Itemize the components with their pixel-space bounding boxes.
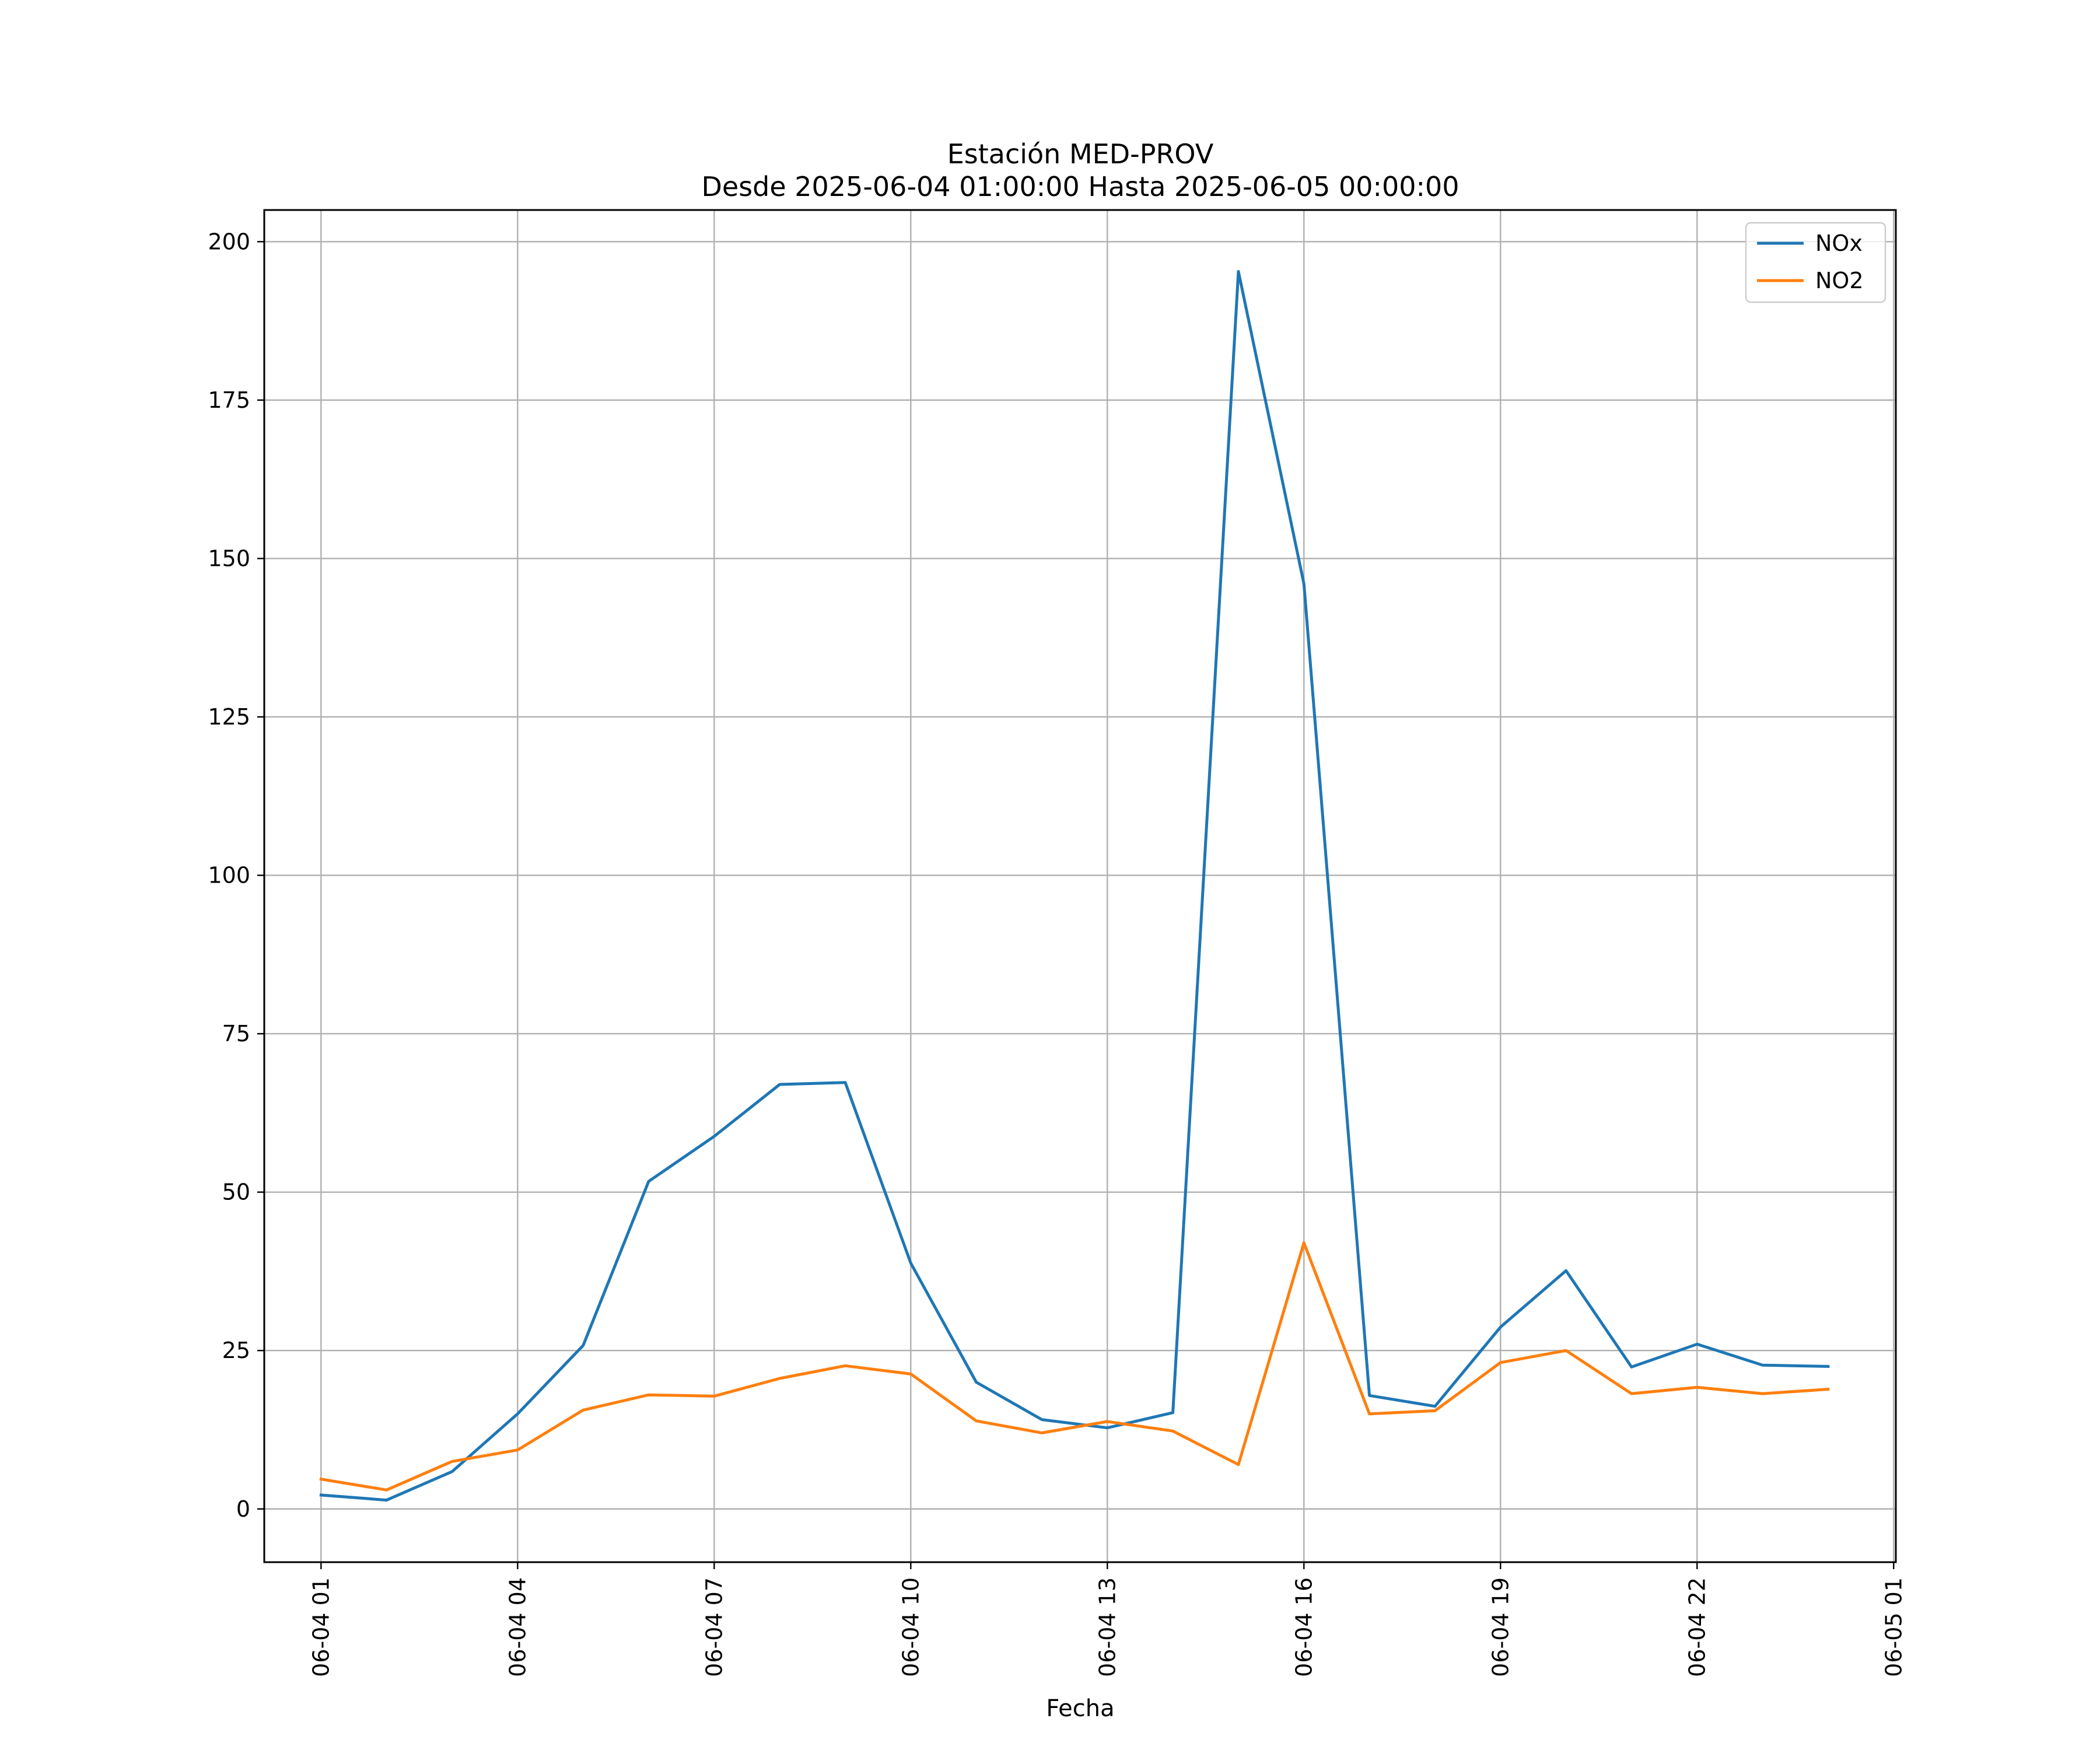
plot-frame (263, 209, 1897, 1563)
y-tick-label: 150 (208, 545, 250, 571)
x-tick-label: 06-04 16 (1291, 1577, 1317, 1677)
y-tick-label: 125 (208, 704, 250, 730)
x-tick-label: 06-04 04 (505, 1577, 530, 1677)
x-tick-label: 06-04 10 (898, 1577, 923, 1677)
y-axis: 0 25 50 75 100 125 150 175 200 (208, 229, 264, 1522)
x-axis: 06-04 01 06-04 04 06-04 07 06-04 10 06-04 13… (308, 1562, 1906, 1677)
series-line-nox (319, 270, 1830, 1502)
y-tick-label: 200 (208, 229, 250, 254)
x-tick-label: 06-04 22 (1684, 1577, 1710, 1677)
y-tick-label: 100 (208, 863, 250, 888)
y-tick-label: 50 (222, 1180, 250, 1205)
x-tick-label: 06-04 01 (308, 1577, 334, 1677)
x-tick-label: 06-05 01 (1881, 1577, 1906, 1677)
chart-title: Estación MED-PROV (947, 138, 1214, 170)
y-tick-label: 75 (222, 1021, 250, 1046)
data-series (319, 270, 1830, 1502)
series-line-no2 (319, 1241, 1830, 1492)
legend-label: NOx (1815, 230, 1863, 256)
x-tick-label: 06-04 07 (701, 1577, 727, 1677)
x-tick-label: 06-04 19 (1488, 1577, 1513, 1677)
x-tick-label: 06-04 13 (1094, 1577, 1120, 1677)
chart-subtitle: Desde 2025-06-04 01:00:00 Hasta 2025-06-… (701, 171, 1459, 202)
grid-lines (264, 210, 1896, 1562)
legend-label: NO2 (1815, 268, 1864, 293)
x-axis-label: Fecha (1046, 1695, 1114, 1722)
y-tick-label: 175 (208, 387, 250, 413)
y-tick-label: 25 (222, 1338, 250, 1363)
y-tick-label: 0 (236, 1496, 250, 1522)
legend: NOx NO2 (1745, 222, 1887, 303)
